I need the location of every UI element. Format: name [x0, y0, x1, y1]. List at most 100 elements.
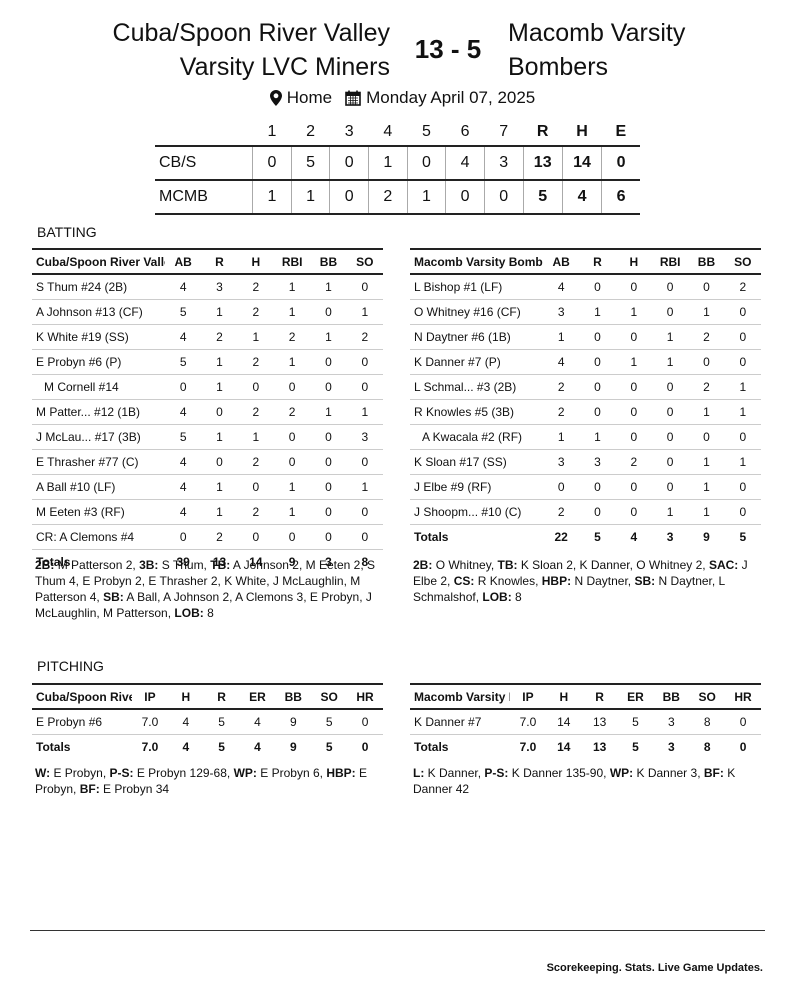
stat: 2 [237, 449, 274, 475]
stat: 0 [310, 349, 347, 375]
inning-score: 1 [406, 180, 446, 215]
team-header: Cuba/Spoon River Valley Varsity LVC Mine… [32, 683, 133, 710]
player-name: K Sloan #17 (SS) [410, 449, 543, 475]
total-stat: 5 [594, 530, 601, 544]
stat: 0 [201, 449, 238, 475]
location: Home [286, 88, 333, 107]
stat: 1 [201, 424, 238, 450]
stat: 1 [724, 374, 761, 400]
stat: 0 [651, 399, 689, 425]
stat: 1 [724, 449, 761, 475]
stat-header: ER [617, 683, 654, 710]
stat-header: R [203, 683, 240, 710]
stat-header: BB [653, 683, 690, 710]
stat: 2 [688, 374, 725, 400]
stat: 0 [273, 449, 311, 475]
inning-score: 0 [252, 146, 292, 181]
stat-header: HR [347, 683, 383, 710]
stat: 1 [688, 499, 725, 525]
player-name: L Bishop #1 (LF) [410, 274, 543, 300]
pitching-notes: W: E Probyn, P-S: E Probyn 129-68, WP: E… [35, 765, 385, 797]
away-team-line: Bombers [508, 53, 609, 81]
note-label: BF: [703, 766, 724, 780]
stat: 0 [615, 324, 652, 350]
note-label: 2B: [413, 558, 433, 572]
stat: 3 [653, 709, 690, 735]
player-row: CR: A Clemons #4 0 2 0 0 0 0 [32, 524, 383, 550]
totals-row: Totals 22 5 4 3 9 5 [410, 525, 761, 550]
note-label: W: [35, 766, 51, 780]
player-name: S Thum #24 (2B) [32, 274, 165, 300]
stat: 2 [543, 399, 580, 425]
note-label: SB: [103, 590, 124, 604]
stat: 1 [201, 349, 238, 375]
inning-score: 5 [290, 146, 330, 181]
player-name: O Whitney #16 (CF) [410, 299, 543, 325]
stat: 0 [724, 299, 761, 325]
note-text: N Daytner, L Schmalshof, [413, 574, 725, 604]
stat: 0 [724, 499, 761, 525]
player-row: J Elbe #9 (RF) 0 0 0 0 1 0 [410, 474, 761, 500]
player-row: A Kwacala #2 (RF) 1 1 0 0 0 0 [410, 424, 761, 450]
stat: 0 [165, 374, 202, 400]
note-text: N Daytner, [574, 574, 632, 588]
player-name: J McLau... #17 (3B) [32, 424, 165, 450]
stat: 13 [581, 709, 618, 735]
total-stat: 0 [739, 740, 747, 754]
game-meta: Home Monday April 07, 2025 [0, 88, 795, 108]
total-stat: 8 [703, 740, 711, 754]
stat: 0 [579, 399, 616, 425]
inning-score: 2 [368, 180, 408, 215]
note-text: E Probyn, [35, 766, 368, 796]
stat: 1 [543, 324, 580, 350]
stat: 2 [201, 524, 238, 550]
inning-score: 0 [329, 180, 369, 215]
total-stat: 9 [289, 740, 297, 754]
section-title: BATTING [37, 224, 97, 240]
stat: 5 [165, 349, 202, 375]
player-name: E Probyn #6 (P) [32, 349, 165, 375]
player-row: E Probyn #6 7.0 4 5 4 9 5 0 [32, 709, 383, 735]
note-text: A Ball, A Johnson 2, A Clemons 3, E Prob… [35, 590, 372, 620]
stat-header: H [615, 248, 652, 275]
total-stat: 3 [666, 530, 674, 544]
player-row: N Daytner #6 (1B) 1 0 0 1 2 0 [410, 324, 761, 350]
stat: 0 [310, 374, 347, 400]
stat-header: RBI [273, 248, 311, 275]
inning-score: 13 [522, 146, 563, 181]
player-name: N Daytner #6 (1B) [410, 324, 543, 350]
note-label: TB: [210, 558, 231, 572]
inning-score: 0 [406, 146, 446, 181]
stat-header: SO [311, 683, 348, 710]
note-label: WP: [609, 766, 634, 780]
note-label: CS: [453, 574, 475, 588]
stat: 0 [310, 474, 347, 500]
player-name: A Kwacala #2 (RF) [410, 424, 543, 450]
batting-table: Macomb Varsity BombersABRHRBIBBSOL Bisho… [410, 248, 761, 549]
stat: 3 [201, 274, 238, 300]
stat: 5 [165, 299, 202, 325]
stat: 0 [346, 274, 383, 300]
note-label: SAC: [708, 558, 739, 572]
player-row: K Danner #7 7.0 14 13 5 3 8 0 [410, 709, 761, 735]
player-row: J Shoopm... #10 (C) 2 0 0 1 1 0 [410, 499, 761, 525]
team-abbr: MCMB [155, 180, 253, 215]
stat-header: H [545, 683, 582, 710]
stat: 5 [311, 709, 348, 735]
stat: 0 [310, 524, 347, 550]
stat: 1 [688, 399, 725, 425]
note-text: M Patterson 2, [57, 558, 136, 572]
stat: 1 [651, 349, 689, 375]
totals-row: Totals 39 13 14 9 3 8 [32, 550, 383, 575]
player-name: M Patter... #12 (1B) [32, 399, 165, 425]
stat: 0 [579, 324, 616, 350]
stat: 1 [310, 324, 347, 350]
pitching-notes: L: K Danner, P-S: K Danner 135-90, WP: K… [413, 765, 763, 797]
stat: 0 [346, 499, 383, 525]
stat: 4 [543, 349, 580, 375]
total-stat: 22 [554, 530, 568, 544]
note-label: P-S: [109, 766, 134, 780]
note-text: 8 [515, 590, 522, 604]
stat: 1 [543, 424, 580, 450]
inning-label: H [562, 118, 602, 147]
